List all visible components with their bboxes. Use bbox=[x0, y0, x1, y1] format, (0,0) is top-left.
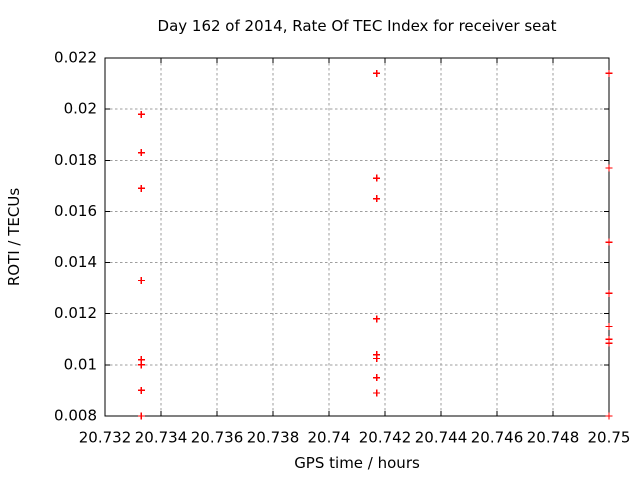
y-tick-label: 0.02 bbox=[64, 100, 97, 118]
x-axis-title: GPS time / hours bbox=[294, 454, 420, 472]
plot-border bbox=[104, 57, 610, 417]
data-point-marker bbox=[605, 323, 613, 330]
x-tick-label: 20.748 bbox=[527, 429, 580, 447]
y-tick-label: 0.022 bbox=[54, 49, 97, 67]
x-tick-label: 20.736 bbox=[191, 429, 244, 447]
chart-title: Day 162 of 2014, Rate Of TEC Index for r… bbox=[157, 17, 557, 35]
y-tick-label: 0.012 bbox=[54, 304, 97, 322]
x-tick-label: 20.744 bbox=[415, 429, 468, 447]
data-point-marker bbox=[137, 110, 145, 118]
data-point-marker bbox=[137, 276, 145, 284]
data-point-marker bbox=[605, 69, 613, 77]
x-tick-label: 20.74 bbox=[308, 429, 351, 447]
data-point-marker bbox=[373, 374, 381, 382]
x-tick-label: 20.75 bbox=[588, 429, 631, 447]
data-point-marker bbox=[137, 149, 145, 157]
y-tick-label: 0.014 bbox=[54, 253, 97, 271]
data-point-marker bbox=[605, 289, 613, 297]
data-point-marker bbox=[605, 238, 613, 246]
data-point-marker bbox=[373, 174, 381, 182]
y-tick-label: 0.018 bbox=[54, 151, 97, 169]
x-tick-label: 20.742 bbox=[359, 429, 412, 447]
data-point-marker bbox=[373, 315, 381, 323]
data-point-marker bbox=[605, 339, 613, 347]
y-tick-label: 0.008 bbox=[54, 407, 97, 425]
data-point-marker bbox=[137, 361, 145, 369]
y-tick-label: 0.01 bbox=[64, 355, 97, 373]
data-point-marker bbox=[373, 389, 381, 397]
data-point-marker bbox=[137, 184, 145, 192]
data-point-marker bbox=[373, 69, 381, 77]
data-point-marker bbox=[137, 412, 145, 420]
x-tick-label: 20.746 bbox=[471, 429, 524, 447]
x-tick-label: 20.732 bbox=[79, 429, 132, 447]
data-point-marker bbox=[373, 354, 381, 362]
data-point-marker bbox=[605, 412, 613, 420]
data-point-marker bbox=[605, 164, 613, 172]
x-tick-label: 20.738 bbox=[247, 429, 300, 447]
y-tick-label: 0.016 bbox=[54, 202, 97, 220]
x-tick-label: 20.734 bbox=[135, 429, 188, 447]
data-point-marker bbox=[373, 195, 381, 203]
data-point-marker bbox=[137, 386, 145, 394]
